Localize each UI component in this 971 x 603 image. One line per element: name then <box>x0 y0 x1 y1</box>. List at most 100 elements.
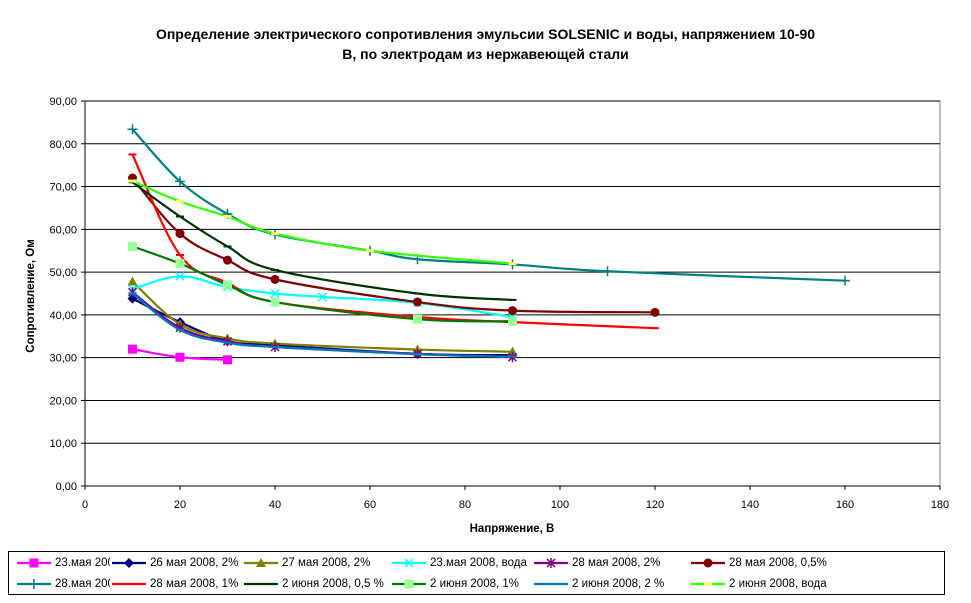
data-point <box>175 352 185 362</box>
data-point <box>128 292 137 295</box>
data-point <box>176 200 184 204</box>
y-tick-label: 0,00 <box>56 481 77 493</box>
chart-title-line-2: В, по электродам из нержавеющей стали <box>342 46 629 62</box>
legend-swatch <box>392 579 426 588</box>
y-axis-label: Сопротивление, Ом <box>25 239 37 352</box>
legend-swatch <box>392 557 426 568</box>
legend-swatch <box>112 557 146 568</box>
legend-item: 28 мая 2008, 0,5% <box>689 552 844 573</box>
x-tick-label: 0 <box>82 499 88 511</box>
legend-swatch <box>691 582 725 585</box>
legend-marker <box>29 558 39 567</box>
y-tick-label: 90,00 <box>49 96 77 108</box>
data-point <box>223 341 232 344</box>
data-point <box>223 215 232 218</box>
legend-marker <box>704 582 712 585</box>
data-point <box>317 292 328 302</box>
legend-marker <box>124 557 134 568</box>
legend-marker <box>546 557 556 568</box>
data-point <box>128 344 137 354</box>
legend-label: 2 июня 2008, 1% <box>430 577 520 590</box>
data-point <box>270 288 280 299</box>
legend-item: 2 июня 2008, 1% <box>390 573 532 594</box>
legend-label: 2 июня 2008, вода <box>729 577 827 590</box>
legend-marker <box>256 557 266 567</box>
series-9 <box>128 241 517 326</box>
x-tick-label: 60 <box>364 499 376 511</box>
data-point <box>508 306 517 316</box>
data-point <box>508 298 517 301</box>
x-tick-label: 120 <box>646 499 664 511</box>
data-point <box>270 297 280 307</box>
y-tick-labels: 0,00 10,00 20,00 30,00 40,00 50,00 60,00 70,00 8… <box>49 96 77 493</box>
legend-swatch <box>244 557 278 567</box>
data-point <box>127 276 138 286</box>
y-tick-label: 50,00 <box>49 267 77 279</box>
data-point <box>176 215 184 218</box>
data-point <box>175 176 185 187</box>
legend-item: 23.мая 2008, 2% <box>15 552 110 573</box>
data-point <box>223 355 232 365</box>
y-tick-label: 70,00 <box>49 182 77 194</box>
legend-item: 23.мая 2008, вода <box>390 552 532 573</box>
x-tick-label: 20 <box>174 499 186 511</box>
data-point <box>271 232 279 236</box>
legend-label: 23.мая 2008, вода <box>430 556 527 569</box>
chart-title: Определение электрического сопротивления… <box>0 24 971 64</box>
legend-swatch <box>112 582 146 585</box>
legend-item: 28 мая 2008, 1% <box>110 573 242 594</box>
legend-label: 28 мая 2008, 1% <box>150 577 239 590</box>
series-line <box>131 280 513 353</box>
data-point <box>413 297 422 307</box>
series-0 <box>128 344 232 365</box>
data-point <box>366 249 374 253</box>
legend-marker <box>257 582 265 585</box>
data-point <box>413 292 422 295</box>
y-tick-label: 20,00 <box>49 395 77 407</box>
data-point <box>413 353 422 356</box>
x-axis-label: Напряжение, В <box>470 523 555 535</box>
x-tick-label: 160 <box>836 499 854 511</box>
legend-item: 28 мая 2008, 2% <box>532 552 689 573</box>
legend-item: 2 июня 2008, 0,5 % <box>242 573 390 594</box>
line-chart: 0,00 10,00 20,00 30,00 40,00 50,00 60,00 70,00 8… <box>25 96 949 535</box>
legend-swatch <box>534 582 568 585</box>
legend-label: 26 мая 2008, 2% <box>150 556 239 569</box>
data-point <box>507 346 518 356</box>
legend-label: 2 июня 2008, 0,5 % <box>282 577 384 590</box>
y-tick-label: 60,00 <box>49 224 77 236</box>
data-point <box>270 274 280 284</box>
legend-label: 23.мая 2008, 2% <box>55 556 110 569</box>
legend-label: 28 мая 2008, 2% <box>572 556 661 569</box>
data-point <box>413 314 422 324</box>
data-point <box>176 254 184 256</box>
data-point <box>271 268 279 271</box>
data-point <box>650 307 660 317</box>
data-point <box>651 327 659 330</box>
series-10 <box>128 292 517 358</box>
legend-label: 28.мая 2008, вода <box>55 577 110 590</box>
y-tick-label: 40,00 <box>49 310 77 322</box>
data-point <box>223 255 232 265</box>
series-11 <box>128 179 517 266</box>
data-point <box>175 229 185 239</box>
data-point <box>271 345 279 348</box>
legend-marker <box>29 578 39 589</box>
data-point <box>128 153 137 156</box>
x-tick-labels: 0 20 40 60 80 100 120 140 160 180 <box>82 499 949 511</box>
x-tick-label: 100 <box>551 499 569 511</box>
legend-marker <box>125 582 133 585</box>
legend-marker <box>703 558 713 567</box>
data-point <box>508 316 517 326</box>
series-group <box>127 124 850 365</box>
legend-swatch <box>534 557 568 568</box>
legend-marker <box>404 579 414 588</box>
chart-title-line-1: Определение электрического сопротивления… <box>155 26 816 42</box>
data-point <box>128 179 137 183</box>
y-tick-label: 80,00 <box>49 139 77 151</box>
legend-label: 2 июня 2008, 2 % <box>572 577 665 590</box>
legend-item: 2 июня 2008, вода <box>689 573 844 594</box>
legend-marker <box>404 557 414 568</box>
legend-swatch <box>17 578 51 589</box>
data-point <box>127 124 138 135</box>
